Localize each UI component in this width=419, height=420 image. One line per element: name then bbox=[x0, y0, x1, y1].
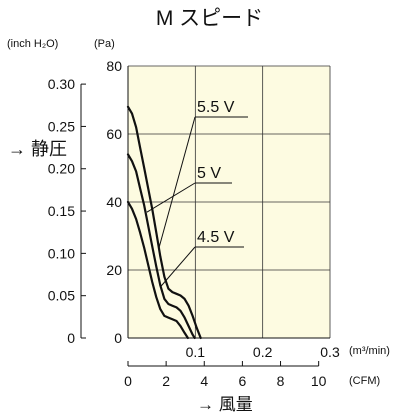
x-cfm-tick-label-0: 0 bbox=[124, 373, 132, 389]
x-bottom-unit-label: (CFM) bbox=[349, 375, 381, 387]
annotation-leader-1 bbox=[146, 182, 196, 213]
series-line-2 bbox=[126, 200, 189, 340]
y-inch-tick-label-3: 0.15 bbox=[48, 203, 75, 219]
y-pa-tick-label-3: 60 bbox=[106, 126, 122, 142]
y-inch-tick-label-0: 0 bbox=[67, 330, 75, 346]
x-cfm-tick-label-5: 10 bbox=[311, 373, 327, 389]
chart-title: M スピード bbox=[155, 7, 264, 30]
y-axis-title-text: → 静圧 bbox=[8, 139, 68, 159]
annotation-leader-2 bbox=[159, 246, 196, 288]
y-pa-tick-label-1: 20 bbox=[106, 262, 122, 278]
x-cfm-tick-label-2: 4 bbox=[200, 373, 208, 389]
y-inch-tick-label-1: 0.05 bbox=[48, 288, 75, 304]
y-pa-tick-label-0: 0 bbox=[114, 330, 122, 346]
y-inch-tick-label-2: 0.10 bbox=[48, 245, 75, 261]
x-cfm-tick-label-1: 2 bbox=[162, 373, 170, 389]
series-line-0 bbox=[126, 105, 202, 340]
y-inch-tick-label-6: 0.30 bbox=[48, 76, 75, 92]
annotation-label-0: 5.5 V bbox=[197, 99, 235, 116]
series-line-1 bbox=[126, 153, 196, 340]
x-cfm-tick-label-4: 8 bbox=[277, 373, 285, 389]
y-pa-tick-label-4: 80 bbox=[106, 58, 122, 74]
x-m3-tick-label-2: 0.3 bbox=[320, 344, 340, 360]
annotation-leader-0 bbox=[158, 116, 196, 249]
x-m3-tick-label-1: 0.2 bbox=[253, 344, 273, 360]
y-axis-title: → 静圧 bbox=[8, 140, 67, 159]
y-inch-tick-label-4: 0.20 bbox=[48, 161, 75, 177]
y-inch-tick-label-5: 0.25 bbox=[48, 118, 75, 134]
x-top-unit-label: (m³/min) bbox=[349, 345, 390, 357]
x-cfm-tick-label-3: 6 bbox=[239, 373, 247, 389]
y-left-unit-label: (inch H₂O) bbox=[7, 38, 59, 50]
y-pa-tick-label-2: 40 bbox=[106, 194, 122, 210]
y-right-unit-label: (Pa) bbox=[94, 38, 115, 50]
annotation-label-1: 5 V bbox=[197, 165, 221, 182]
x-m3-tick-label-0: 0.1 bbox=[186, 344, 206, 360]
annotation-label-2: 4.5 V bbox=[197, 229, 235, 246]
x-axis-title: → 風量 bbox=[197, 395, 253, 414]
